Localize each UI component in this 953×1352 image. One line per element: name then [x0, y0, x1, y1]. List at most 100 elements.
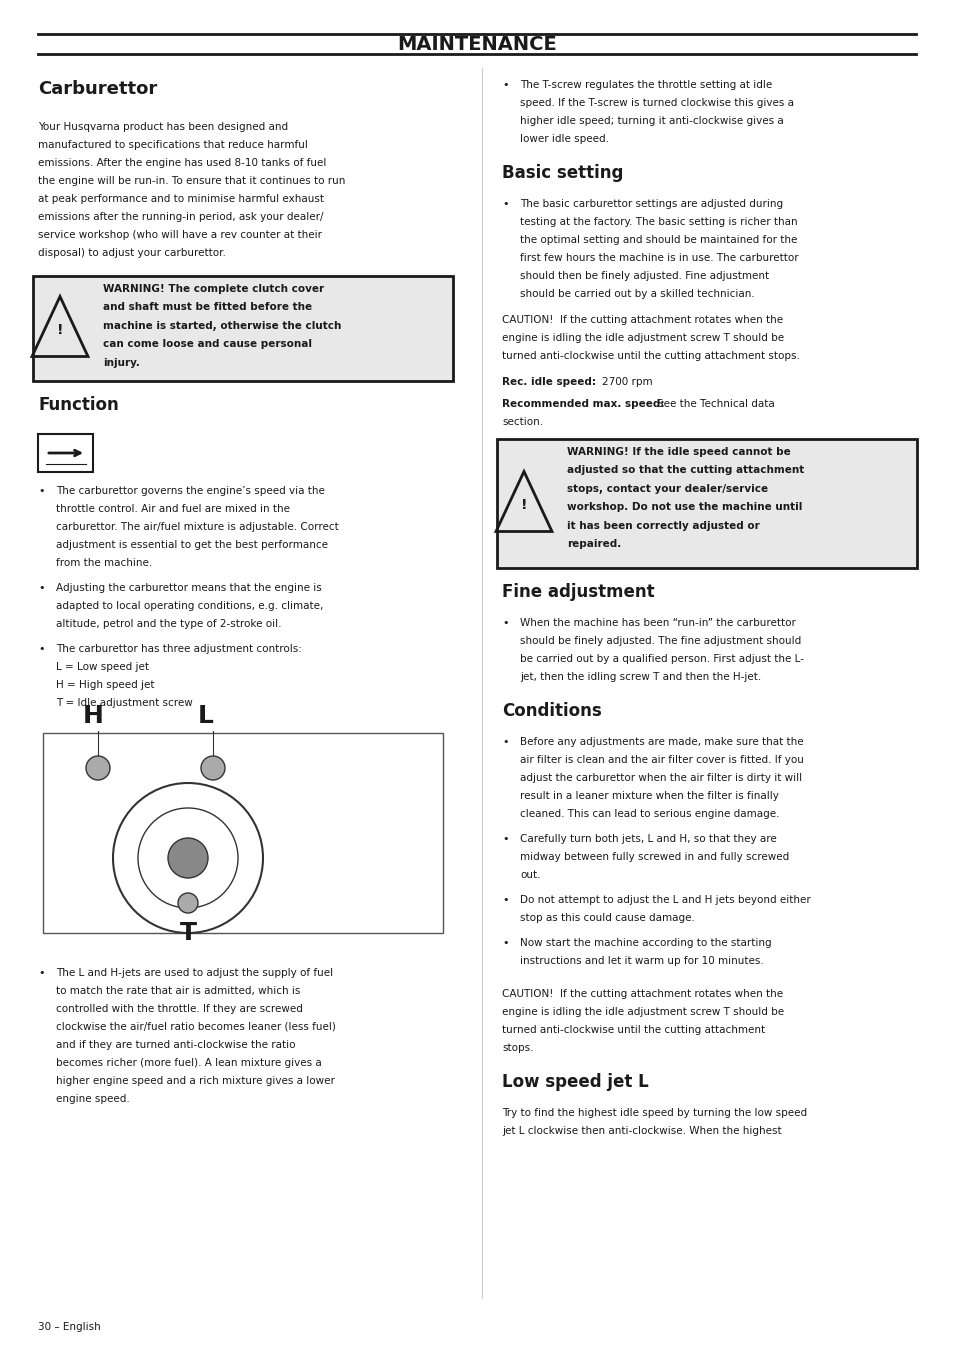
Text: Rec. idle speed:: Rec. idle speed: — [501, 377, 596, 387]
Text: Function: Function — [38, 396, 118, 414]
Text: •: • — [38, 583, 45, 594]
Text: •: • — [501, 199, 508, 210]
Text: •: • — [38, 644, 45, 654]
Text: air filter is clean and the air filter cover is fitted. If you: air filter is clean and the air filter c… — [519, 754, 803, 765]
Circle shape — [201, 756, 225, 780]
Text: and if they are turned anti-clockwise the ratio: and if they are turned anti-clockwise th… — [56, 1040, 295, 1051]
Text: clockwise the air/fuel ratio becomes leaner (less fuel): clockwise the air/fuel ratio becomes lea… — [56, 1022, 335, 1032]
Bar — [43, 733, 442, 933]
Text: instructions and let it warm up for 10 minutes.: instructions and let it warm up for 10 m… — [519, 956, 763, 965]
Text: carburettor. The air/fuel mixture is adjustable. Correct: carburettor. The air/fuel mixture is adj… — [56, 522, 338, 531]
Text: H: H — [83, 704, 104, 727]
Text: section.: section. — [501, 416, 542, 427]
Text: higher idle speed; turning it anti-clockwise gives a: higher idle speed; turning it anti-clock… — [519, 116, 783, 126]
Text: •: • — [501, 938, 508, 948]
Text: throttle control. Air and fuel are mixed in the: throttle control. Air and fuel are mixed… — [56, 504, 290, 514]
Text: 30 – English: 30 – English — [38, 1322, 101, 1332]
Text: Now start the machine according to the starting: Now start the machine according to the s… — [519, 938, 771, 948]
Text: turned anti-clockwise until the cutting attachment: turned anti-clockwise until the cutting … — [501, 1025, 764, 1036]
Circle shape — [168, 838, 208, 877]
Text: cleaned. This can lead to serious engine damage.: cleaned. This can lead to serious engine… — [519, 808, 779, 819]
Text: Carburettor: Carburettor — [38, 80, 157, 97]
Text: CAUTION!  If the cutting attachment rotates when the: CAUTION! If the cutting attachment rotat… — [501, 990, 782, 999]
Text: engine speed.: engine speed. — [56, 1094, 130, 1105]
Text: at peak performance and to minimise harmful exhaust: at peak performance and to minimise harm… — [38, 193, 324, 204]
Text: machine is started, otherwise the clutch: machine is started, otherwise the clutch — [103, 320, 341, 331]
Circle shape — [178, 894, 198, 913]
Text: Carefully turn both jets, L and H, so that they are: Carefully turn both jets, L and H, so th… — [519, 834, 776, 844]
Text: should then be finely adjusted. Fine adjustment: should then be finely adjusted. Fine adj… — [519, 270, 768, 281]
Text: •: • — [501, 834, 508, 844]
Text: !: ! — [56, 323, 63, 338]
Text: Basic setting: Basic setting — [501, 164, 622, 183]
Text: The L and H-jets are used to adjust the supply of fuel: The L and H-jets are used to adjust the … — [56, 968, 333, 977]
Text: •: • — [38, 968, 45, 977]
Text: be carried out by a qualified person. First adjust the L-: be carried out by a qualified person. Fi… — [519, 654, 803, 664]
Text: •: • — [501, 80, 508, 91]
Text: L: L — [198, 704, 213, 727]
Text: turned anti-clockwise until the cutting attachment stops.: turned anti-clockwise until the cutting … — [501, 352, 799, 361]
Text: manufactured to specifications that reduce harmful: manufactured to specifications that redu… — [38, 141, 308, 150]
Text: •: • — [501, 737, 508, 748]
Text: Before any adjustments are made, make sure that the: Before any adjustments are made, make su… — [519, 737, 802, 748]
Text: !: ! — [520, 499, 527, 512]
Text: speed. If the T-screw is turned clockwise this gives a: speed. If the T-screw is turned clockwis… — [519, 97, 793, 108]
Text: •: • — [38, 485, 45, 496]
Text: adjustment is essential to get the best performance: adjustment is essential to get the best … — [56, 539, 328, 550]
Text: CAUTION!  If the cutting attachment rotates when the: CAUTION! If the cutting attachment rotat… — [501, 315, 782, 324]
Text: should be carried out by a skilled technician.: should be carried out by a skilled techn… — [519, 289, 754, 299]
Text: workshop. Do not use the machine until: workshop. Do not use the machine until — [566, 503, 801, 512]
Text: See the Technical data: See the Technical data — [657, 399, 774, 410]
Text: higher engine speed and a rich mixture gives a lower: higher engine speed and a rich mixture g… — [56, 1076, 335, 1086]
Text: Recommended max. speed:: Recommended max. speed: — [501, 399, 664, 410]
Text: service workshop (who will have a rev counter at their: service workshop (who will have a rev co… — [38, 230, 322, 241]
FancyBboxPatch shape — [33, 276, 453, 381]
Text: the engine will be run-in. To ensure that it continues to run: the engine will be run-in. To ensure tha… — [38, 176, 345, 187]
Text: •: • — [501, 618, 508, 627]
Text: engine is idling the idle adjustment screw T should be: engine is idling the idle adjustment scr… — [501, 333, 783, 343]
Text: disposal) to adjust your carburettor.: disposal) to adjust your carburettor. — [38, 247, 226, 258]
Text: jet L clockwise then anti-clockwise. When the highest: jet L clockwise then anti-clockwise. Whe… — [501, 1126, 781, 1136]
Text: result in a leaner mixture when the filter is finally: result in a leaner mixture when the filt… — [519, 791, 778, 800]
Bar — [38, 434, 92, 472]
Text: Adjusting the carburettor means that the engine is: Adjusting the carburettor means that the… — [56, 583, 321, 594]
Text: The carburettor governs the engine’s speed via the: The carburettor governs the engine’s spe… — [56, 485, 325, 496]
Text: Do not attempt to adjust the L and H jets beyond either: Do not attempt to adjust the L and H jet… — [519, 895, 810, 904]
Text: Your Husqvarna product has been designed and: Your Husqvarna product has been designed… — [38, 122, 288, 132]
Text: 2700 rpm: 2700 rpm — [601, 377, 652, 387]
Circle shape — [86, 756, 110, 780]
Text: adjusted so that the cutting attachment: adjusted so that the cutting attachment — [566, 465, 803, 476]
Text: injury.: injury. — [103, 358, 140, 368]
Text: •: • — [501, 895, 508, 904]
Text: testing at the factory. The basic setting is richer than: testing at the factory. The basic settin… — [519, 218, 797, 227]
Text: the optimal setting and should be maintained for the: the optimal setting and should be mainta… — [519, 235, 797, 245]
Text: midway between fully screwed in and fully screwed: midway between fully screwed in and full… — [519, 852, 788, 863]
Text: can come loose and cause personal: can come loose and cause personal — [103, 339, 312, 350]
Text: Try to find the highest idle speed by turning the low speed: Try to find the highest idle speed by tu… — [501, 1109, 806, 1118]
Text: MAINTENANCE: MAINTENANCE — [396, 35, 557, 54]
Text: altitude, petrol and the type of 2-stroke oil.: altitude, petrol and the type of 2-strok… — [56, 619, 281, 629]
Text: emissions. After the engine has used 8-10 tanks of fuel: emissions. After the engine has used 8-1… — [38, 158, 326, 168]
Text: Fine adjustment: Fine adjustment — [501, 583, 654, 602]
Text: H = High speed jet: H = High speed jet — [56, 680, 154, 690]
Text: stop as this could cause damage.: stop as this could cause damage. — [519, 913, 694, 923]
Text: out.: out. — [519, 869, 540, 880]
Text: should be finely adjusted. The fine adjustment should: should be finely adjusted. The fine adju… — [519, 635, 801, 646]
Text: When the machine has been “run-in” the carburettor: When the machine has been “run-in” the c… — [519, 618, 795, 627]
Text: Conditions: Conditions — [501, 702, 601, 721]
Text: adapted to local operating conditions, e.g. climate,: adapted to local operating conditions, e… — [56, 602, 323, 611]
Text: WARNING! If the idle speed cannot be: WARNING! If the idle speed cannot be — [566, 448, 790, 457]
Text: repaired.: repaired. — [566, 539, 620, 549]
Text: jet, then the idling screw T and then the H-jet.: jet, then the idling screw T and then th… — [519, 672, 760, 681]
Text: The T-screw regulates the throttle setting at idle: The T-screw regulates the throttle setti… — [519, 80, 771, 91]
Text: and shaft must be fitted before the: and shaft must be fitted before the — [103, 303, 312, 312]
Text: L = Low speed jet: L = Low speed jet — [56, 662, 149, 672]
Text: Low speed jet L: Low speed jet L — [501, 1073, 648, 1091]
Text: WARNING! The complete clutch cover: WARNING! The complete clutch cover — [103, 284, 324, 293]
Text: first few hours the machine is in use. The carburettor: first few hours the machine is in use. T… — [519, 253, 798, 264]
Text: The basic carburettor settings are adjusted during: The basic carburettor settings are adjus… — [519, 199, 782, 210]
Text: stops.: stops. — [501, 1042, 533, 1053]
Text: The carburettor has three adjustment controls:: The carburettor has three adjustment con… — [56, 644, 301, 654]
Text: becomes richer (more fuel). A lean mixture gives a: becomes richer (more fuel). A lean mixtu… — [56, 1059, 321, 1068]
Text: to match the rate that air is admitted, which is: to match the rate that air is admitted, … — [56, 986, 300, 996]
